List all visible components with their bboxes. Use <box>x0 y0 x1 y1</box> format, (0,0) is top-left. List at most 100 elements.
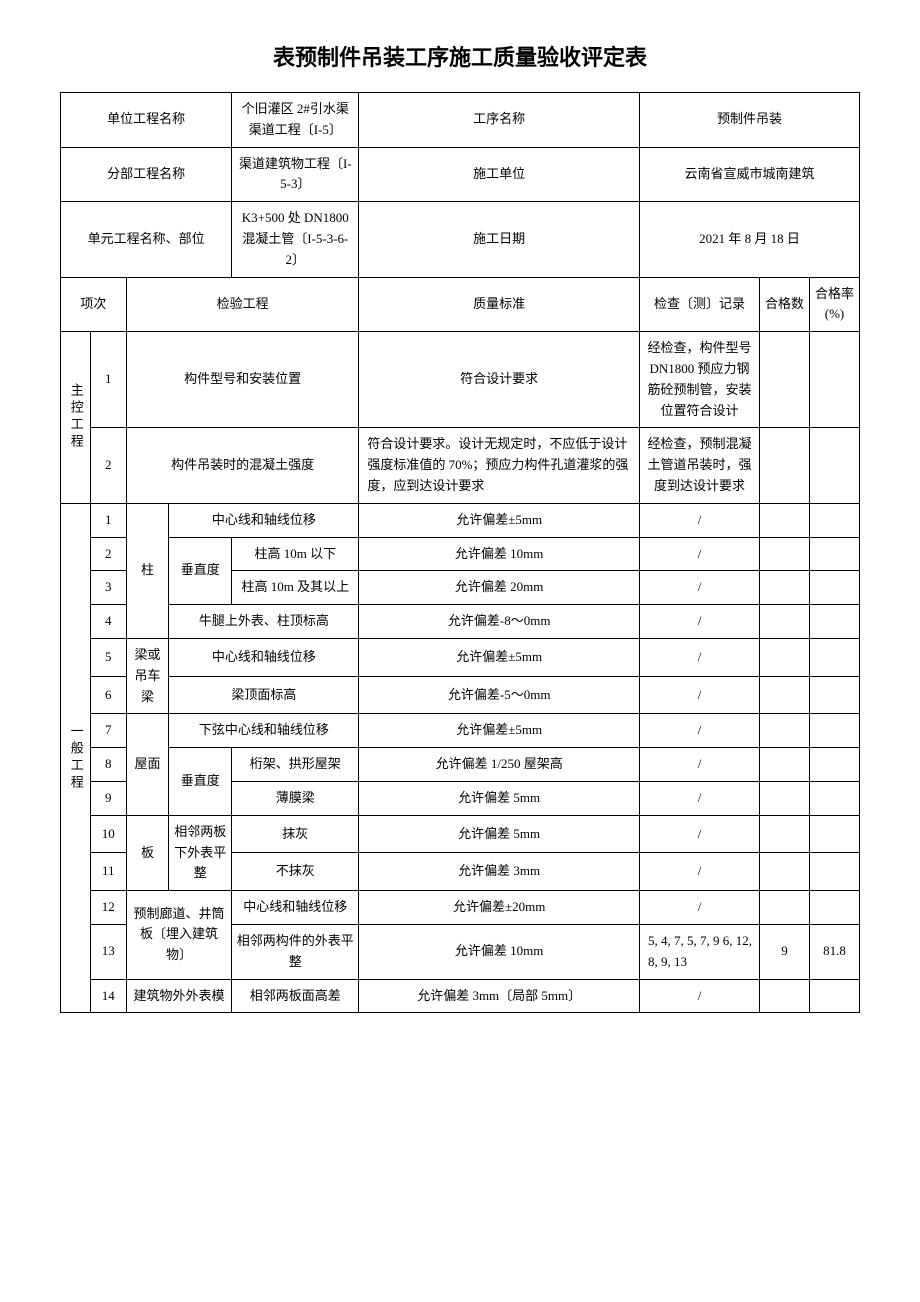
row-num: 14 <box>90 979 126 1013</box>
standard: 允许偏差±5mm <box>359 503 640 537</box>
ok-count <box>760 815 810 853</box>
ok-count <box>760 781 810 815</box>
value: 预制件吊装 <box>640 93 860 148</box>
row-num: 5 <box>90 638 126 676</box>
col-head: 项次 <box>61 277 127 332</box>
ok-rate <box>810 979 860 1013</box>
item: 构件型号和安装位置 <box>126 332 359 428</box>
standard: 符合设计要求。设计无规定时，不应低于设计强度标准值的 70%；预应力构件孔道灌浆… <box>359 428 640 503</box>
value: 2021 年 8 月 18 日 <box>640 202 860 277</box>
ok-rate <box>810 537 860 571</box>
row-num: 12 <box>90 891 126 925</box>
record: / <box>640 979 760 1013</box>
ok-rate <box>810 781 860 815</box>
standard: 允许偏差 20mm <box>359 571 640 605</box>
record: / <box>640 714 760 748</box>
category: 梁或吊车梁 <box>126 638 169 713</box>
value: 渠道建筑物工程〔I-5-3〕 <box>232 147 359 202</box>
row-num: 6 <box>90 676 126 714</box>
item: 柱高 10m 及其以上 <box>232 571 359 605</box>
category: 建筑物外外表模 <box>126 979 231 1013</box>
main-row-2: 2 构件吊装时的混凝土强度 符合设计要求。设计无规定时，不应低于设计强度标准值的… <box>61 428 860 503</box>
ok-count <box>760 537 810 571</box>
standard: 允许偏差 10mm <box>359 537 640 571</box>
subcategory: 相邻两板下外表平整 <box>169 815 232 890</box>
item: 中心线和轴线位移 <box>232 891 359 925</box>
standard: 允许偏差±5mm <box>359 638 640 676</box>
item: 下弦中心线和轴线位移 <box>169 714 359 748</box>
record: / <box>640 891 760 925</box>
col-head: 合格率(%) <box>810 277 860 332</box>
value: 个旧灌区 2#引水渠渠道工程〔I-5〕 <box>232 93 359 148</box>
ok-count <box>760 748 810 782</box>
item: 中心线和轴线位移 <box>169 503 359 537</box>
quality-table: 单位工程名称 个旧灌区 2#引水渠渠道工程〔I-5〕 工序名称 预制件吊装 分部… <box>60 92 860 1013</box>
ok-count <box>760 638 810 676</box>
main-row-1: 主控工程 1 构件型号和安装位置 符合设计要求 经检查，构件型号 DN1800 … <box>61 332 860 428</box>
header-row-2: 分部工程名称 渠道建筑物工程〔I-5-3〕 施工单位 云南省宣威市城南建筑 <box>61 147 860 202</box>
general-row-14: 14 建筑物外外表模 相邻两板面高差 允许偏差 3mm〔局部 5mm〕 / <box>61 979 860 1013</box>
col-head: 检验工程 <box>126 277 359 332</box>
ok-count <box>760 891 810 925</box>
label: 分部工程名称 <box>61 147 232 202</box>
general-row-2: 2 垂直度 柱高 10m 以下 允许偏差 10mm / <box>61 537 860 571</box>
ok-rate <box>810 605 860 639</box>
section-label: 主控工程 <box>61 332 91 504</box>
row-num: 11 <box>90 853 126 891</box>
item: 柱高 10m 以下 <box>232 537 359 571</box>
value: 云南省宣威市城南建筑 <box>640 147 860 202</box>
ok-rate <box>810 676 860 714</box>
ok-rate <box>810 571 860 605</box>
col-head: 质量标准 <box>359 277 640 332</box>
item: 薄膜梁 <box>232 781 359 815</box>
ok-rate: 81.8 <box>810 924 860 979</box>
col-head: 检查〔测〕记录 <box>640 277 760 332</box>
ok-rate <box>810 503 860 537</box>
item: 相邻两板面高差 <box>232 979 359 1013</box>
row-num: 1 <box>90 332 126 428</box>
record: 5, 4, 7, 5, 7, 9 6, 12, 8, 9, 13 <box>640 924 760 979</box>
ok-rate <box>810 714 860 748</box>
value: K3+500 处 DN1800 混凝土管〔I-5-3-6-2〕 <box>232 202 359 277</box>
row-num: 7 <box>90 714 126 748</box>
subcategory: 垂直度 <box>169 537 232 605</box>
record: / <box>640 853 760 891</box>
standard: 允许偏差 1/250 屋架高 <box>359 748 640 782</box>
ok-count <box>760 503 810 537</box>
general-row-4: 4 牛腿上外表、柱顶标高 允许偏差-8～0mm / <box>61 605 860 639</box>
record: / <box>640 815 760 853</box>
general-row-10: 10 板 相邻两板下外表平整 抹灰 允许偏差 5mm / <box>61 815 860 853</box>
label: 单元工程名称、部位 <box>61 202 232 277</box>
label: 施工日期 <box>359 202 640 277</box>
col-head: 合格数 <box>760 277 810 332</box>
ok-count <box>760 853 810 891</box>
header-row-1: 单位工程名称 个旧灌区 2#引水渠渠道工程〔I-5〕 工序名称 预制件吊装 <box>61 93 860 148</box>
standard: 允许偏差-5～0mm <box>359 676 640 714</box>
record: / <box>640 605 760 639</box>
ok-rate <box>810 748 860 782</box>
item: 构件吊装时的混凝土强度 <box>126 428 359 503</box>
subcategory: 垂直度 <box>169 748 232 816</box>
row-num: 9 <box>90 781 126 815</box>
ok-rate <box>810 638 860 676</box>
column-header-row: 项次 检验工程 质量标准 检查〔测〕记录 合格数 合格率(%) <box>61 277 860 332</box>
record: / <box>640 537 760 571</box>
ok-count <box>760 332 810 428</box>
general-row-8: 8 垂直度 桁架、拱形屋架 允许偏差 1/250 屋架高 / <box>61 748 860 782</box>
standard: 允许偏差 5mm <box>359 815 640 853</box>
general-row-5: 5 梁或吊车梁 中心线和轴线位移 允许偏差±5mm / <box>61 638 860 676</box>
row-num: 2 <box>90 428 126 503</box>
general-row-12: 12 预制廊道、井筒板〔埋入建筑物〕 中心线和轴线位移 允许偏差±20mm / <box>61 891 860 925</box>
row-num: 2 <box>90 537 126 571</box>
row-num: 3 <box>90 571 126 605</box>
record: / <box>640 781 760 815</box>
page-title: 表预制件吊装工序施工质量验收评定表 <box>60 40 860 72</box>
standard: 允许偏差 3mm <box>359 853 640 891</box>
record: 经检查，构件型号 DN1800 预应力钢筋砼预制管，安装位置符合设计 <box>640 332 760 428</box>
row-num: 8 <box>90 748 126 782</box>
standard: 允许偏差-8～0mm <box>359 605 640 639</box>
ok-count <box>760 571 810 605</box>
record: / <box>640 638 760 676</box>
label: 工序名称 <box>359 93 640 148</box>
standard: 允许偏差 3mm〔局部 5mm〕 <box>359 979 640 1013</box>
